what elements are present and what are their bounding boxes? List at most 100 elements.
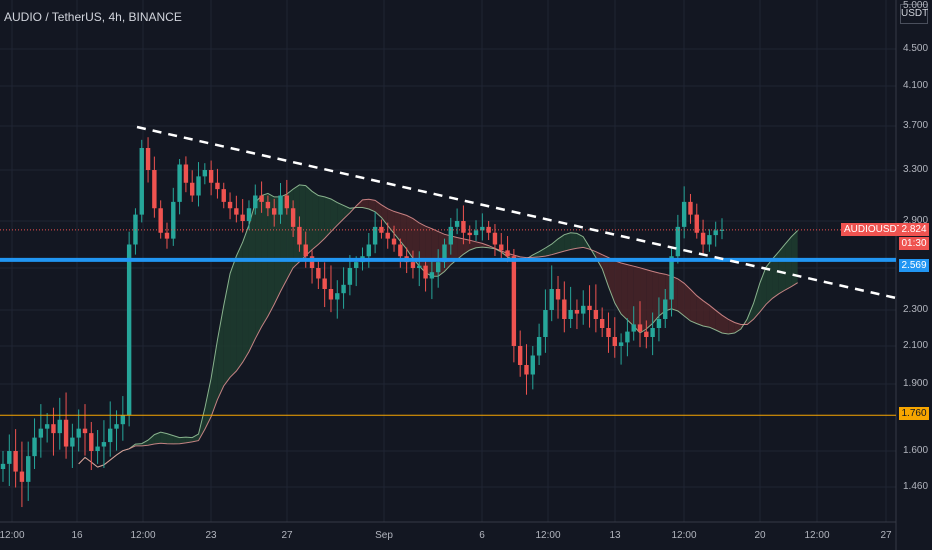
cloud-segment — [154, 432, 161, 444]
trend-line — [136, 125, 897, 300]
cloud-segment — [242, 224, 249, 363]
cloud-segment — [293, 184, 300, 268]
candle-body — [139, 148, 144, 215]
cloud-segment — [148, 434, 155, 446]
cloud-segment — [381, 204, 388, 226]
cloud-segment — [217, 305, 224, 400]
time-tick: 12:00 — [130, 530, 156, 541]
cloud-segment — [457, 237, 464, 260]
candle-body — [612, 337, 617, 346]
candle-body — [417, 265, 422, 268]
cloud-segment — [646, 269, 653, 329]
candle-body — [530, 355, 535, 375]
cloud-segment — [532, 251, 540, 258]
cloud-segment — [753, 283, 760, 320]
time-tick: 23 — [205, 530, 217, 541]
cloud-segment — [747, 303, 754, 325]
time-tick: 27 — [281, 530, 293, 541]
candle-body — [391, 238, 397, 245]
price-tick: 2.900 — [903, 215, 929, 226]
candle-body — [536, 337, 542, 356]
cloud-segment — [684, 283, 691, 321]
candle-body — [0, 463, 6, 469]
cloud-segment — [709, 305, 716, 330]
price-tick: 2.100 — [903, 340, 929, 351]
candle-body — [467, 232, 472, 236]
currency-label[interactable]: USDT — [900, 4, 928, 24]
cloud-segment — [652, 271, 659, 324]
time-tick: 6 — [479, 530, 485, 541]
candle-body — [688, 201, 693, 215]
time-tick: 12:00 — [535, 530, 561, 541]
candle-body — [253, 195, 258, 209]
candle-body — [51, 424, 56, 434]
candle-body — [366, 244, 372, 257]
candle-body — [227, 201, 233, 209]
candle-body — [543, 310, 548, 337]
candle-body — [316, 268, 321, 279]
candle-body — [719, 229, 725, 231]
cloud-segment — [211, 340, 218, 417]
cloud-segment — [608, 257, 615, 303]
candle-body — [650, 328, 655, 337]
cloud-span-b — [78, 198, 798, 468]
cloud-segment — [394, 211, 401, 242]
candle-body — [158, 208, 163, 233]
time-tick: Sep — [375, 530, 393, 541]
cloud-segment — [274, 196, 281, 305]
cloud-segment — [255, 195, 262, 339]
candle-body — [164, 232, 170, 239]
price-tick-top: 5.000 — [903, 0, 929, 11]
candle-body — [599, 319, 605, 328]
candle-body — [328, 289, 334, 300]
candle-body — [606, 328, 611, 337]
candle-body — [656, 319, 662, 328]
price-tick: 4.500 — [903, 43, 929, 54]
price-tick: 2.300 — [903, 304, 929, 315]
candle-body — [309, 256, 315, 268]
candle-body — [398, 244, 403, 257]
cloud-segment — [558, 234, 565, 253]
candle-body — [581, 305, 586, 314]
cloud-segment — [734, 322, 741, 333]
candle-body — [511, 256, 517, 346]
cloud-segment — [192, 434, 199, 442]
cloud-segment — [785, 236, 792, 290]
cloud-segment — [406, 215, 413, 259]
candle-body — [700, 232, 706, 245]
candle-body — [44, 424, 50, 429]
chart-title: AUDIO / TetherUS, 4h, BINANCE — [4, 10, 182, 24]
cloud-segment — [185, 437, 193, 443]
cloud-segment — [337, 202, 344, 226]
candle-body — [461, 221, 466, 233]
candle-body — [32, 437, 37, 457]
cloud-segment — [248, 202, 256, 352]
candle-body — [372, 226, 378, 245]
cloud-segment — [570, 232, 577, 250]
symbol-tag: AUDIOUSDT — [841, 223, 906, 236]
candle-body — [89, 433, 94, 451]
candle-body — [63, 419, 69, 447]
candle-body — [322, 278, 327, 289]
candle-body — [448, 226, 453, 245]
cloud-segment — [703, 300, 710, 328]
candle-body — [562, 299, 567, 319]
cloud-segment — [160, 432, 167, 444]
cloud-segment — [696, 295, 704, 326]
candle-body — [631, 324, 636, 332]
candle-body — [95, 446, 100, 451]
cloud-segment — [362, 199, 369, 209]
candle-body — [114, 424, 119, 429]
candle-body — [574, 310, 580, 314]
candle-body — [13, 451, 18, 472]
candle-body — [234, 208, 239, 215]
candle-body — [196, 176, 201, 196]
candle-body — [618, 342, 624, 346]
candle-body — [259, 195, 264, 202]
cloud-segment — [400, 213, 407, 250]
cloud-segment — [236, 242, 243, 371]
countdown-label: 01:30 — [899, 237, 929, 250]
candle-body — [120, 415, 126, 425]
candle-body — [593, 310, 599, 319]
